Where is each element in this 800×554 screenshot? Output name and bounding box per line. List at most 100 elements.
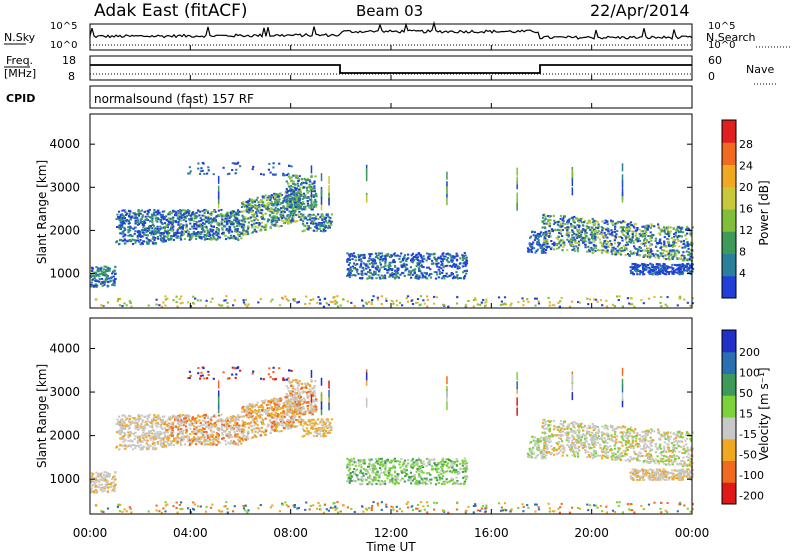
power-cell xyxy=(230,221,233,223)
power-cell xyxy=(227,214,230,217)
power-cell xyxy=(361,274,364,277)
power-cell xyxy=(324,226,327,229)
power-cell xyxy=(656,254,659,257)
power-cell xyxy=(558,232,561,234)
power-cell xyxy=(682,231,685,234)
power-cell xyxy=(600,243,603,246)
power-cell xyxy=(622,244,625,247)
power-cell xyxy=(203,172,206,175)
power-cell xyxy=(639,247,642,249)
power-cell xyxy=(177,214,180,217)
power-cell xyxy=(232,235,235,238)
power-cell xyxy=(410,254,413,257)
velocity-cell xyxy=(184,417,187,420)
power-cell xyxy=(103,265,106,268)
power-cell xyxy=(150,213,154,216)
velocity-cell xyxy=(159,430,162,433)
power-cell xyxy=(387,264,390,267)
velocity-cell xyxy=(146,435,149,438)
power-cell xyxy=(578,232,581,234)
power-cell xyxy=(97,270,100,273)
power-cell xyxy=(339,304,342,307)
power-cell xyxy=(633,226,636,229)
velocity-cell xyxy=(127,436,130,439)
power-cell xyxy=(164,295,167,298)
power-cell xyxy=(479,303,482,306)
power-cell xyxy=(298,216,301,218)
velocity-cell xyxy=(185,436,188,439)
power-cell xyxy=(290,199,293,202)
power-cell xyxy=(187,301,190,304)
velocity-cell xyxy=(192,432,195,435)
power-cell xyxy=(270,204,273,206)
power-cell xyxy=(189,219,192,222)
power-cell xyxy=(461,259,464,262)
velocity-cell xyxy=(96,473,100,476)
power-cell xyxy=(294,201,297,204)
power-cell xyxy=(137,223,141,226)
power-cell xyxy=(665,258,668,261)
power-cell xyxy=(288,205,291,208)
power-cell xyxy=(328,221,331,224)
power-cell xyxy=(630,239,633,242)
velocity-cell xyxy=(151,446,154,449)
velocity-cell xyxy=(112,476,115,479)
power-cell xyxy=(296,196,299,199)
power-cell xyxy=(369,272,372,274)
power-cell xyxy=(192,230,195,233)
velocity-cell xyxy=(221,432,224,435)
power-cell xyxy=(621,232,624,235)
power-cell xyxy=(670,270,673,273)
velocity-cell xyxy=(145,436,148,439)
power-cell xyxy=(633,223,637,226)
power-cell xyxy=(145,227,148,230)
power-cell xyxy=(273,218,277,221)
power-cell xyxy=(276,218,279,221)
power-cell xyxy=(446,259,449,262)
power-cell xyxy=(571,236,574,239)
power-cell xyxy=(430,272,433,275)
velocity-cell xyxy=(145,423,148,426)
power-cell xyxy=(296,301,299,304)
power-cell xyxy=(250,223,253,226)
velocity-cell xyxy=(210,417,213,420)
velocity-cell xyxy=(163,415,166,418)
power-cell xyxy=(237,238,240,241)
power-cell xyxy=(314,175,317,178)
power-cell xyxy=(628,302,631,305)
velocity-cell xyxy=(208,426,211,429)
power-cell xyxy=(252,206,255,208)
power-cell xyxy=(421,265,424,268)
power-cell xyxy=(209,229,212,232)
velocity-cell xyxy=(266,407,269,410)
velocity-cell xyxy=(151,435,154,438)
power-cell xyxy=(412,255,416,258)
power-cell xyxy=(618,295,621,298)
power-cell xyxy=(632,242,635,245)
power-cell xyxy=(329,222,333,225)
power-cell xyxy=(458,277,461,280)
power-cell xyxy=(164,235,167,238)
power-cell xyxy=(201,224,204,227)
power-cell xyxy=(600,251,604,254)
power-cell xyxy=(606,249,609,252)
velocity-cell xyxy=(196,436,200,439)
power-cell xyxy=(104,270,107,273)
power-cell xyxy=(603,231,606,234)
power-cell xyxy=(317,213,320,216)
velocity-cell xyxy=(171,427,174,429)
power-cell xyxy=(375,277,378,280)
power-cell xyxy=(179,227,182,230)
power-cell xyxy=(635,268,638,271)
power-cell xyxy=(106,275,109,277)
power-cell xyxy=(290,221,293,224)
power-cell xyxy=(647,264,650,266)
velocity-cell xyxy=(225,433,228,435)
power-cell xyxy=(541,246,544,249)
power-cell xyxy=(330,213,333,216)
power-cell xyxy=(635,237,638,240)
power-cell xyxy=(210,219,214,222)
power-cell xyxy=(248,206,251,209)
power-cell xyxy=(324,216,327,219)
power-cell xyxy=(378,269,381,272)
